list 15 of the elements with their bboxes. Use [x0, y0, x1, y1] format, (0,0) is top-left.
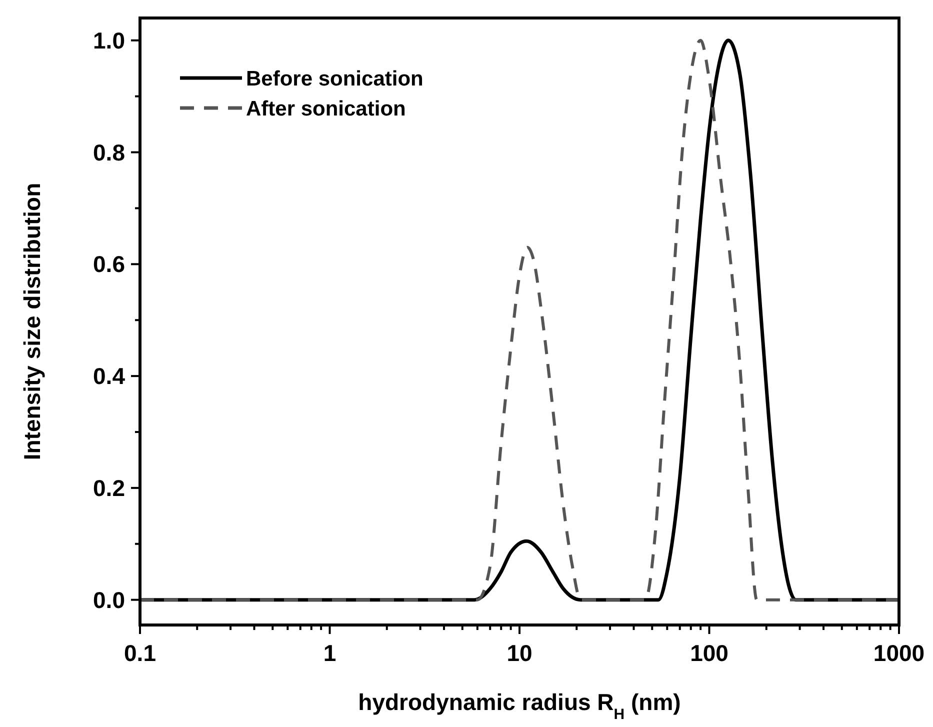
y-axis-title: Intensity size distribution	[19, 182, 45, 460]
x-tick-label: 1000	[873, 640, 925, 666]
y-tick-label: 0.2	[93, 474, 125, 501]
x-tick-label: 100	[690, 640, 728, 666]
y-tick-label: 0.4	[93, 363, 126, 390]
y-tick-label: 0.8	[93, 139, 126, 166]
legend-label: After sonication	[246, 97, 406, 120]
x-tick-label: 10	[506, 640, 532, 666]
y-tick-label: 0.0	[93, 586, 125, 613]
x-axis-title: hydrodynamic radius R$_{H}$ (nm)	[358, 689, 681, 722]
x-tick-label: 0.1	[124, 640, 156, 666]
x-tick-label: 1	[323, 640, 336, 666]
legend-label: Before sonication	[246, 67, 424, 90]
y-tick-label: 0.6	[93, 251, 125, 278]
y-tick-label: 1.0	[93, 27, 125, 54]
